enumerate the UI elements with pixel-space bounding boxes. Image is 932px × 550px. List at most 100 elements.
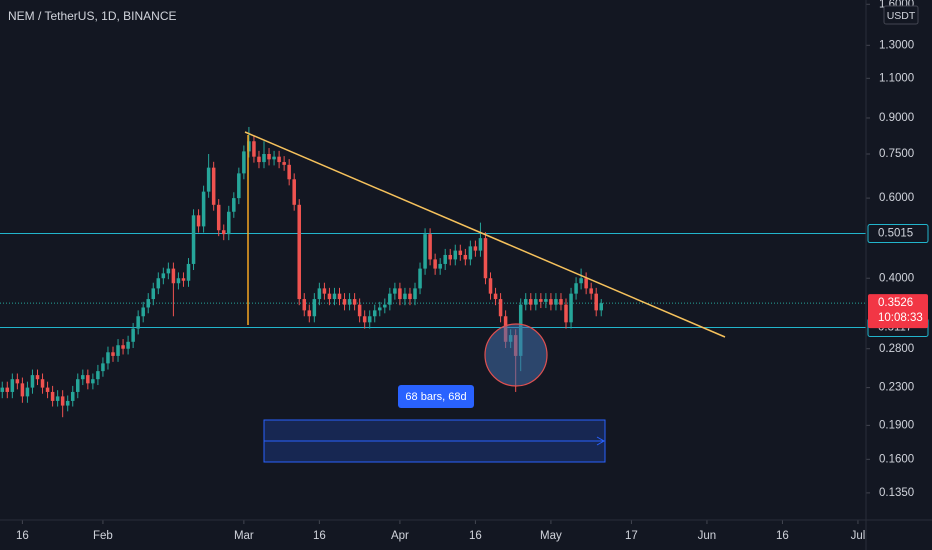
x-tick-label: Apr xyxy=(391,530,409,542)
candle-body xyxy=(599,303,604,311)
candle-body xyxy=(242,151,246,174)
y-tick-label: 0.1350 xyxy=(879,487,914,499)
candle-body xyxy=(136,316,140,329)
candle-body xyxy=(498,299,503,317)
candle-body xyxy=(383,304,387,308)
candle-body xyxy=(302,299,307,311)
candle-body xyxy=(166,268,171,274)
candle-body xyxy=(55,396,60,401)
candle-body xyxy=(433,259,437,269)
candle-body xyxy=(81,375,85,380)
trend-line xyxy=(244,131,726,338)
candle-body xyxy=(131,328,135,342)
candle-body xyxy=(372,310,377,317)
candle-body xyxy=(307,310,312,317)
candle-body xyxy=(40,379,45,388)
candle-body xyxy=(413,288,417,300)
x-tick-label: Jul xyxy=(851,530,866,542)
candle-body xyxy=(317,288,322,300)
y-tick-label: 1.6000 xyxy=(879,0,914,10)
y-tick-label: 1.3000 xyxy=(879,39,914,51)
candle-body xyxy=(493,293,498,300)
candle-body xyxy=(101,363,105,372)
candle-body xyxy=(584,278,588,289)
candle-body xyxy=(201,191,206,227)
candle-body xyxy=(25,387,30,397)
candle-body xyxy=(559,299,563,305)
candle-body xyxy=(91,379,95,384)
candle-body xyxy=(594,293,598,311)
last-price-label: 0.3526 xyxy=(878,297,913,309)
candle-body xyxy=(76,379,80,392)
candle-body xyxy=(156,278,161,289)
candle-body xyxy=(196,215,201,227)
x-tick-label: Feb xyxy=(93,530,113,542)
candle-body xyxy=(468,246,473,260)
candle-body xyxy=(564,304,568,323)
y-tick-label: 0.6000 xyxy=(879,192,914,204)
candle-body xyxy=(453,250,458,260)
candle-body xyxy=(574,283,578,294)
x-tick-label: 16 xyxy=(776,530,789,542)
candle-body xyxy=(96,371,100,380)
last-price-box xyxy=(868,294,928,329)
candle-body xyxy=(539,299,543,302)
y-tick-label: 0.2800 xyxy=(879,343,914,355)
x-tick-label: Jun xyxy=(698,530,717,542)
candle-body xyxy=(121,345,125,349)
candle-body xyxy=(50,391,55,401)
candle-body xyxy=(191,215,196,264)
candle-body xyxy=(297,204,301,300)
x-tick-label: 17 xyxy=(625,530,638,542)
candle-body xyxy=(287,164,291,180)
candle-body xyxy=(292,179,296,205)
candle-body xyxy=(221,230,226,235)
candle-body xyxy=(473,246,478,251)
candle-body xyxy=(15,379,20,384)
y-tick-label: 0.2300 xyxy=(879,382,914,394)
candle-body xyxy=(463,254,468,260)
y-tick-label: 0.1600 xyxy=(879,453,914,465)
candle-body xyxy=(171,268,176,284)
currency[interactable]: USDT xyxy=(887,10,916,22)
y-tick-label: 1.1000 xyxy=(879,72,914,84)
candle-body xyxy=(267,154,271,160)
candle-body xyxy=(247,141,251,152)
candle-body xyxy=(70,391,75,401)
candle-body xyxy=(388,293,392,305)
candle-body xyxy=(237,173,241,199)
candle-body xyxy=(322,288,327,294)
y-tick-label: 0.9000 xyxy=(879,112,914,124)
candle-body xyxy=(35,375,40,380)
candle-body xyxy=(579,278,583,284)
candle-body xyxy=(529,299,533,305)
candle-body xyxy=(332,293,337,300)
candle-body xyxy=(367,316,372,323)
candle-body xyxy=(211,167,216,205)
candle-body xyxy=(549,299,553,305)
candle-body xyxy=(65,400,70,406)
y-tick-label: 0.4000 xyxy=(879,272,914,284)
candle-body xyxy=(312,299,317,317)
candle-body xyxy=(216,204,221,231)
candle-body xyxy=(418,268,422,289)
candle-body xyxy=(569,293,573,323)
y-tick-label: 0.7500 xyxy=(879,148,914,160)
candle-body xyxy=(443,254,447,264)
candle-body xyxy=(30,375,35,388)
candle-body xyxy=(277,156,281,163)
candle-body xyxy=(151,288,156,300)
candle-body xyxy=(523,299,528,305)
candle-body xyxy=(176,278,181,284)
candle-body xyxy=(257,156,261,163)
x-tick-label: 16 xyxy=(469,530,482,542)
candle-body xyxy=(393,288,397,294)
candle-body xyxy=(206,167,211,192)
x-tick-label: Mar xyxy=(234,530,254,542)
candle-body xyxy=(45,387,50,392)
currency-box[interactable] xyxy=(883,5,919,25)
candle-body xyxy=(161,273,166,279)
candle-body xyxy=(357,304,362,317)
candle-body xyxy=(126,341,130,349)
x-tick-label: May xyxy=(540,530,562,542)
